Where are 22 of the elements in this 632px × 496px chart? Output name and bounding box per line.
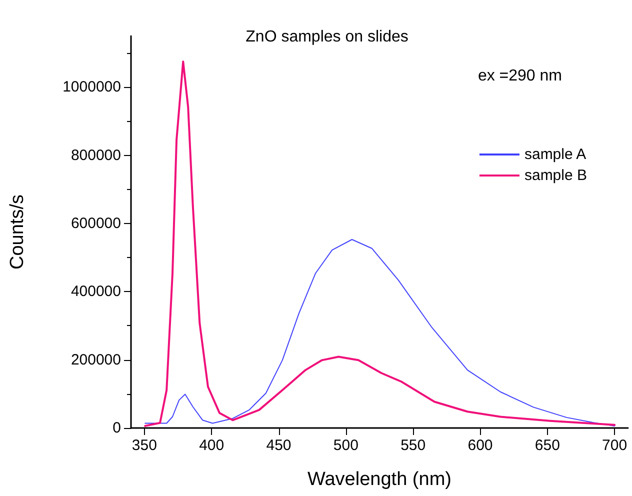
- x-axis-title: Wavelength (nm): [308, 469, 452, 490]
- line-series: [144, 60, 616, 427]
- annotation: ex =290 nm: [478, 68, 562, 84]
- y-tick-label: 200000: [70, 351, 121, 368]
- x-tick-label: 500: [333, 437, 358, 454]
- line-series: [144, 239, 616, 426]
- y-tick-label: 400000: [70, 283, 121, 300]
- chart-title: ZnO samples on slides: [246, 28, 408, 46]
- y-axis-title: Counts/s: [7, 194, 28, 270]
- x-tick-label: 450: [266, 437, 292, 454]
- x-tick-label: 400: [199, 437, 224, 454]
- x-tick-label: 350: [132, 437, 157, 454]
- y-tick-label: 0: [112, 420, 121, 436]
- legend-label: sample A: [524, 146, 586, 163]
- y-tick-label: 800000: [70, 146, 121, 164]
- legend-label: sample B: [524, 167, 588, 184]
- x-tick-label: 650: [534, 437, 560, 454]
- x-tick-label: 550: [400, 437, 426, 454]
- x-tick-label: 700: [602, 437, 628, 454]
- y-tick-label: 1000000: [62, 78, 121, 96]
- x-tick-label: 600: [468, 437, 493, 454]
- y-tick-label: 600000: [70, 214, 121, 232]
